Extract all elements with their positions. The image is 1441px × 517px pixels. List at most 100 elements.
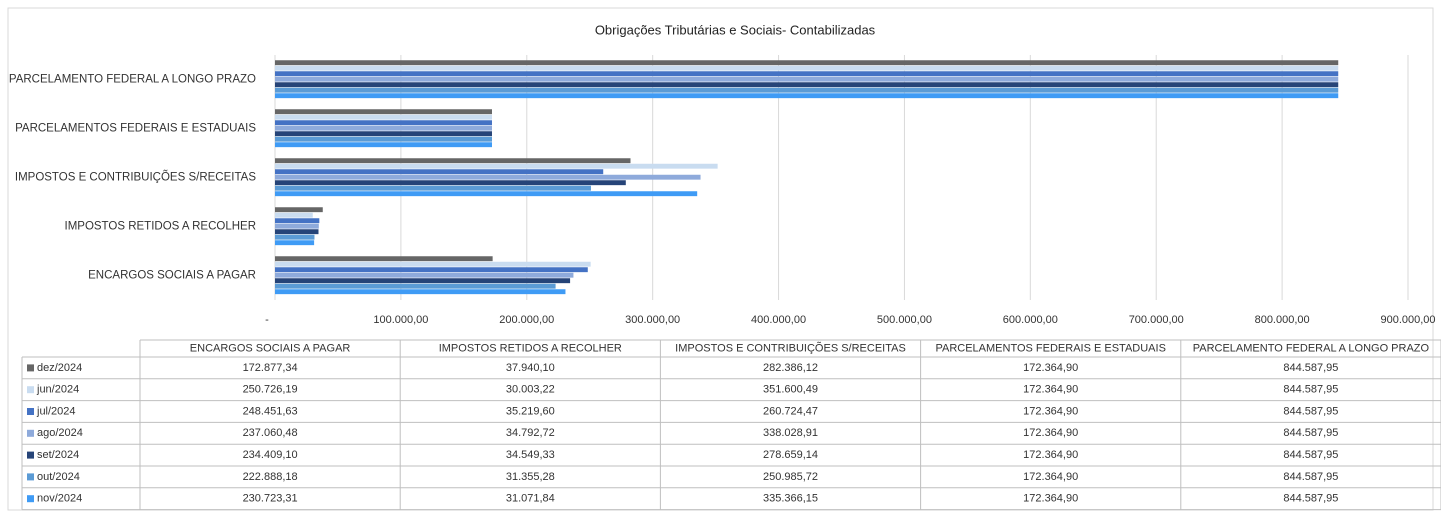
table-cell: 31.355,28	[506, 471, 555, 483]
table-cell: 34.792,72	[506, 427, 555, 439]
bar	[275, 256, 493, 262]
category-label: IMPOSTOS E CONTRIBUIÇÕES S/RECEITAS	[15, 171, 256, 184]
x-tick-label: 600.000,00	[1003, 314, 1058, 326]
bar	[275, 212, 313, 218]
bar	[275, 240, 315, 246]
legend-key	[27, 473, 34, 481]
x-tick-label: 300.000,00	[625, 314, 680, 326]
bar	[275, 131, 492, 137]
x-tick-label: 200.000,00	[499, 314, 554, 326]
bar	[275, 76, 1339, 82]
legend-label: set/2024	[37, 449, 79, 461]
x-tick-label: 400.000,00	[751, 314, 806, 326]
bar	[275, 234, 315, 240]
bar	[275, 278, 571, 284]
bar	[275, 142, 492, 148]
table-cell: 844.587,95	[1283, 384, 1338, 396]
category-label: PARCELAMENTOS FEDERAIS E ESTADUAIS	[15, 123, 256, 135]
bar	[275, 174, 701, 180]
legend-key	[27, 386, 34, 394]
bar	[275, 158, 631, 164]
table-cell: 230.723,31	[243, 493, 298, 505]
legend-label: jun/2024	[36, 384, 79, 396]
table-header: PARCELAMENTO FEDERAL A LONGO PRAZO	[1193, 342, 1430, 354]
table-cell: 282.386,12	[763, 362, 818, 374]
legend-label: nov/2024	[37, 493, 82, 505]
bar	[275, 82, 1339, 88]
bar	[275, 180, 626, 186]
table-cell: 35.219,60	[506, 405, 555, 417]
bar	[275, 93, 1339, 99]
bar	[275, 136, 492, 142]
bar	[275, 283, 556, 289]
table-cell: 172.364,90	[1023, 427, 1078, 439]
table-cell: 250.985,72	[763, 471, 818, 483]
table-cell: 844.587,95	[1283, 362, 1338, 374]
table-cell: 338.028,91	[763, 427, 818, 439]
bar	[275, 261, 591, 267]
legend-key	[27, 364, 34, 372]
bar	[275, 169, 604, 175]
table-cell: 248.451,63	[243, 405, 298, 417]
bar	[275, 218, 320, 224]
table-cell: 172.364,90	[1023, 405, 1078, 417]
table-cell: 30.003,22	[506, 384, 555, 396]
table-cell: 250.726,19	[243, 384, 298, 396]
table-cell: 260.724,47	[763, 405, 818, 417]
table-header: ENCARGOS SOCIAIS A PAGAR	[190, 342, 351, 354]
x-tick-label: 500.000,00	[877, 314, 932, 326]
table-cell: 335.366,15	[763, 493, 818, 505]
bar	[275, 65, 1339, 71]
table-cell: 172.364,90	[1023, 449, 1078, 461]
bar	[275, 163, 718, 169]
table-cell: 237.060,48	[243, 427, 298, 439]
bar	[275, 229, 319, 235]
table-cell: 234.409,10	[243, 449, 298, 461]
bar	[275, 185, 591, 191]
legend-label: jul/2024	[36, 405, 76, 417]
category-label: ENCARGOS SOCIAIS A PAGAR	[88, 270, 256, 282]
legend-label: ago/2024	[37, 427, 83, 439]
table-cell: 351.600,49	[763, 384, 818, 396]
category-label: IMPOSTOS RETIDOS A RECOLHER	[65, 221, 257, 233]
table-cell: 172.364,90	[1023, 384, 1078, 396]
x-tick-label: 900.000,00	[1380, 314, 1435, 326]
x-tick-label: 700.000,00	[1129, 314, 1184, 326]
bar	[275, 71, 1339, 77]
table-cell: 844.587,95	[1283, 449, 1338, 461]
chart-title: Obrigações Tributárias e Sociais- Contab…	[595, 22, 876, 37]
bar	[275, 87, 1339, 93]
bar	[275, 267, 588, 273]
table-cell: 844.587,95	[1283, 493, 1338, 505]
bar	[275, 191, 698, 197]
table-cell: 222.888,18	[243, 471, 298, 483]
table-cell: 172.877,34	[243, 362, 298, 374]
table-cell: 172.364,90	[1023, 471, 1078, 483]
table-cell: 172.364,90	[1023, 362, 1078, 374]
table-cell: 37.940,10	[506, 362, 555, 374]
table-cell: 34.549,33	[506, 449, 555, 461]
x-tick-label: 800.000,00	[1255, 314, 1310, 326]
table-header: IMPOSTOS E CONTRIBUIÇÕES S/RECEITAS	[675, 341, 906, 354]
table-header: PARCELAMENTOS FEDERAIS E ESTADUAIS	[935, 342, 1165, 354]
table-cell: 844.587,95	[1283, 427, 1338, 439]
x-tick-label: 100.000,00	[373, 314, 428, 326]
legend-key	[27, 451, 34, 459]
legend-key	[27, 408, 34, 415]
bar	[275, 114, 492, 120]
table-cell: 844.587,95	[1283, 405, 1338, 417]
bar	[275, 120, 492, 126]
legend-key	[27, 429, 34, 437]
table-cell: 844.587,95	[1283, 471, 1338, 483]
bar	[275, 289, 566, 295]
legend-label: dez/2024	[37, 362, 82, 374]
bar	[275, 272, 574, 278]
bar	[275, 109, 492, 115]
table-cell: 278.659,14	[763, 449, 818, 461]
table-header: IMPOSTOS RETIDOS A RECOLHER	[439, 342, 622, 354]
bar	[275, 125, 492, 131]
bar	[275, 223, 319, 229]
category-label: PARCELAMENTO FEDERAL A LONGO PRAZO	[9, 74, 256, 86]
x-tick-label: -	[265, 314, 269, 326]
